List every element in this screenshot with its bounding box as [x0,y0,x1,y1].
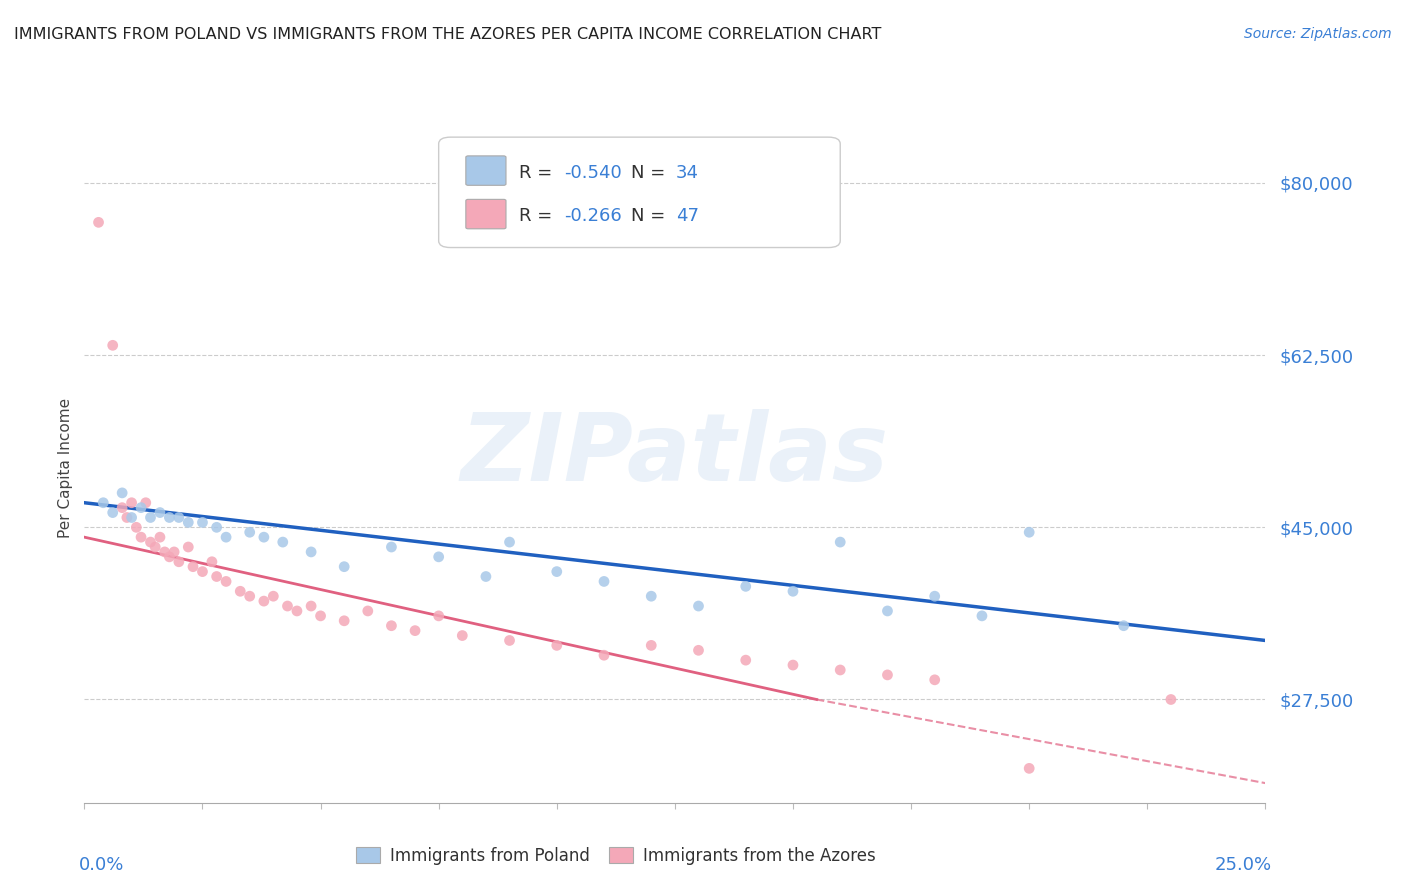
Point [115,510,138,524]
Point [498,535,520,549]
Point [177,516,200,530]
Point [121,510,143,524]
Point [640,589,662,603]
Point [253,594,276,608]
Text: 25.0%: 25.0% [1215,856,1271,874]
Point [782,584,804,599]
Point [546,565,568,579]
Point [111,486,134,500]
Point [593,574,616,589]
FancyBboxPatch shape [465,200,506,229]
Point [333,614,356,628]
Point [215,530,238,544]
Point [1018,525,1040,540]
Text: -0.266: -0.266 [564,207,621,225]
Point [299,599,322,613]
Point [177,540,200,554]
Point [239,525,262,540]
Point [149,530,172,544]
FancyBboxPatch shape [465,156,506,186]
Point [215,574,238,589]
Point [357,604,380,618]
Point [163,545,186,559]
Text: ZIPatlas: ZIPatlas [461,409,889,501]
Text: 34: 34 [676,163,699,182]
Point [734,653,756,667]
Point [139,535,162,549]
Point [380,618,402,632]
Text: 47: 47 [676,207,699,225]
Point [498,633,520,648]
Point [125,520,148,534]
Point [924,673,946,687]
Point [191,565,214,579]
Point [129,530,152,544]
Point [101,338,124,352]
Point [129,500,152,515]
Point [181,559,204,574]
Point [299,545,322,559]
Point [333,559,356,574]
Text: 0.0%: 0.0% [79,856,124,874]
Point [157,549,180,564]
Point [153,545,176,559]
Point [830,663,852,677]
Point [782,658,804,673]
Point [205,520,228,534]
Point [640,639,662,653]
Text: N =: N = [631,207,671,225]
FancyBboxPatch shape [439,137,841,248]
Legend: Immigrants from Poland, Immigrants from the Azores: Immigrants from Poland, Immigrants from … [350,840,882,871]
Point [830,535,852,549]
Point [253,530,276,544]
Point [121,496,143,510]
Point [167,555,190,569]
Point [1160,692,1182,706]
Point [309,608,332,623]
Point [91,496,114,510]
Point [285,604,308,618]
Point [876,668,898,682]
Point [688,643,710,657]
Point [229,584,252,599]
Point [239,589,262,603]
Point [970,608,993,623]
Text: R =: R = [519,163,558,182]
Point [734,579,756,593]
Text: N =: N = [631,163,671,182]
Point [87,215,110,229]
Point [1018,761,1040,775]
Point [475,569,498,583]
Point [451,628,474,642]
Point [427,608,450,623]
Point [139,510,162,524]
Point [876,604,898,618]
Point [149,506,172,520]
Text: -0.540: -0.540 [564,163,621,182]
Point [143,540,166,554]
Text: Source: ZipAtlas.com: Source: ZipAtlas.com [1244,27,1392,41]
Point [380,540,402,554]
Point [101,506,124,520]
Point [157,510,180,524]
Point [688,599,710,613]
Point [201,555,224,569]
Point [593,648,616,663]
Point [427,549,450,564]
Text: IMMIGRANTS FROM POLAND VS IMMIGRANTS FROM THE AZORES PER CAPITA INCOME CORRELATI: IMMIGRANTS FROM POLAND VS IMMIGRANTS FRO… [14,27,882,42]
Point [111,500,134,515]
Y-axis label: Per Capita Income: Per Capita Income [58,398,73,539]
Point [191,516,214,530]
Point [1112,618,1135,632]
Point [262,589,284,603]
Point [276,599,298,613]
Point [135,496,157,510]
Point [271,535,294,549]
Point [924,589,946,603]
Text: R =: R = [519,207,558,225]
Point [205,569,228,583]
Point [167,510,190,524]
Point [546,639,568,653]
Point [404,624,426,638]
